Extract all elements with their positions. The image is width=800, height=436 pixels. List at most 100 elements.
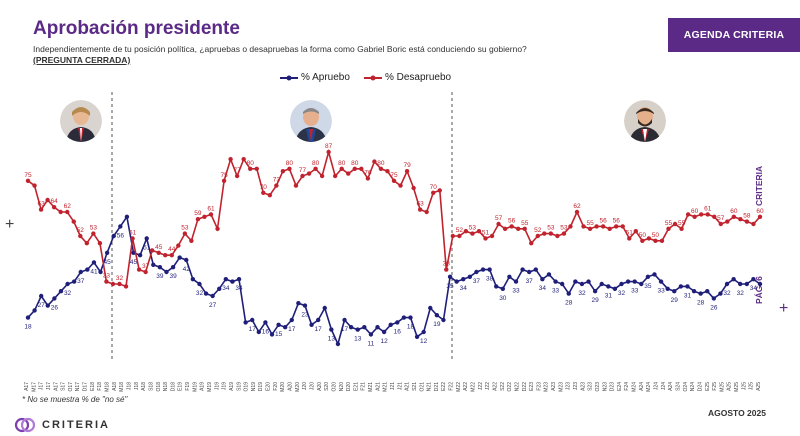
point-s1-41 [293,183,299,188]
agenda-criteria-button[interactable]: AGENDA CRITERIA [668,18,800,52]
data-label-s1-70: 51 [482,229,490,236]
point-s0-58 [408,315,413,320]
point-s0-42 [302,303,308,308]
x-tick-label-50: J21 [390,382,396,390]
series-line-0 [27,214,761,347]
point-s1-24 [182,231,188,236]
boric-avatar [624,100,666,142]
x-tick-label-17: S18 [148,382,154,391]
x-tick-label-68: D22 [522,382,528,391]
data-label-s1-68: 53 [469,225,477,232]
point-s0-76 [526,269,532,275]
data-label-s1-30: 75 [220,172,228,179]
x-tick-label-42: O20 [331,382,337,392]
report-date: AGOSTO 2025 [708,408,766,418]
x-tick-label-64: A22 [492,382,498,391]
point-s1-77 [529,241,534,246]
point-s0-0 [25,315,31,320]
data-label-s1-108: 60 [730,208,738,215]
data-label-s0-106: 32 [723,290,731,297]
data-label-s0-82: 28 [565,300,573,307]
data-label-s0-34: 17 [249,326,257,333]
point-s1-43 [306,171,312,176]
point-s0-14 [118,224,123,229]
point-s0-104 [711,296,717,301]
point-s1-37 [267,193,273,198]
point-s1-64 [444,267,449,272]
data-label-s0-8: 37 [77,278,85,285]
x-tick-label-4: A17 [53,382,59,391]
x-tick-label-38: J20 [302,382,308,390]
point-s0-75 [520,267,525,272]
point-s1-89 [607,226,612,231]
criteria-logo-icon [14,417,36,433]
legend-item-apruebo: % Apruebo [280,72,350,83]
point-s0-85 [586,279,591,284]
data-label-s1-22: 44 [168,246,176,253]
data-label-s0-32: 34 [235,285,243,292]
x-tick-label-73: M23 [558,382,564,392]
point-s1-47 [332,173,338,179]
point-s0-60 [421,329,426,335]
data-label-s1-54: 80 [377,160,385,167]
legend-label-apruebo: % Apruebo [301,72,350,83]
x-tick-label-40: A20 [317,382,323,391]
x-tick-label-95: M25 [719,382,725,392]
x-tick-label-65: S22 [500,382,506,391]
point-s1-70 [483,236,488,241]
point-s0-30 [223,277,229,282]
data-label-s1-72: 57 [495,215,503,222]
x-tick-label-0: A17 [24,382,30,391]
point-s1-2 [38,207,44,212]
data-label-s1-80: 53 [547,225,555,232]
point-s0-91 [625,279,631,284]
x-tick-label-1: M17 [31,382,37,392]
data-label-s1-6: 62 [64,203,72,210]
point-s0-10 [91,260,97,265]
point-s0-97 [665,286,670,291]
x-tick-label-47: M21 [368,382,374,392]
point-s1-32 [234,173,240,179]
point-s1-63 [437,188,442,193]
point-s1-101 [685,212,691,217]
prev-page-icon[interactable]: + [5,216,15,233]
data-label-s0-70: 38 [486,276,494,283]
page-title: Aprobación presidente [33,18,240,39]
data-label-s0-44: 17 [315,326,323,333]
x-tick-label-30: O19 [244,382,250,392]
point-s1-95 [646,236,652,241]
point-s1-4 [51,205,57,210]
data-label-s1-106: 57 [717,215,725,222]
point-s1-44 [313,166,318,171]
point-s0-38 [276,322,281,327]
data-label-s1-28: 61 [207,205,215,212]
data-label-s1-64: 38 [443,261,451,268]
point-s1-58 [404,169,410,174]
x-tick-label-25: M19 [207,382,213,392]
x-tick-label-76: A23 [580,382,586,391]
data-label-s1-20: 45 [155,244,163,251]
data-label-s1-88: 56 [600,217,608,224]
point-s1-12 [104,279,109,284]
point-s0-89 [612,286,618,291]
point-s0-102 [698,291,703,296]
x-tick-label-31: N19 [251,382,257,391]
next-page-icon[interactable]: + [779,300,789,317]
data-label-s1-90: 56 [613,217,621,224]
data-label-s0-98: 29 [671,297,679,304]
x-tick-label-80: D23 [610,382,616,391]
point-s1-61 [424,209,429,215]
point-s0-39 [282,325,288,330]
point-s0-98 [672,289,677,294]
data-label-s0-10: 41 [90,268,98,275]
x-tick-label-44: D20 [346,382,352,391]
data-label-s0-28: 27 [209,302,217,309]
x-tick-label-72: A23 [551,382,557,391]
point-s1-80 [548,231,554,236]
point-s1-33 [241,157,246,162]
x-tick-label-39: J20 [309,382,315,390]
data-label-s0-36: 16 [262,328,270,335]
point-s1-90 [614,224,619,229]
point-s0-96 [658,279,664,284]
point-s1-7 [71,219,76,224]
